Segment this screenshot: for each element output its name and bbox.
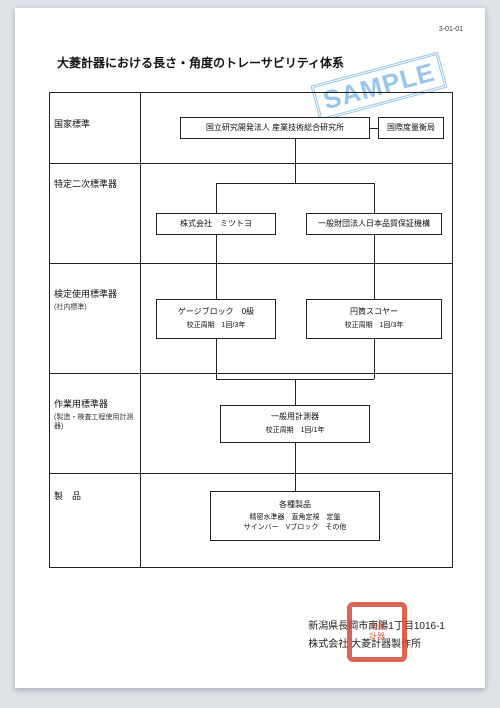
node-subtext: 校正周期 1回/3年 [187, 321, 246, 330]
node-jqa: 一般財団法人日本品質保証機構 [306, 213, 442, 235]
row-label-text: 製 品 [54, 491, 81, 501]
traceability-chart: 国家標準 特定二次標準器 検定使用標準器 (社内標準) 作業用標準器 (製造・検… [49, 92, 453, 568]
seal-text: 大菱 計器 [369, 622, 385, 641]
connector [295, 139, 296, 183]
connector [295, 443, 296, 491]
node-text: 国立研究開発法人 産業技術総合研究所 [206, 123, 344, 134]
node-products: 各種製品 精密水準器 直角定規 定盤 サインバー Vブロック その他 [210, 491, 380, 541]
row-divider [50, 473, 452, 474]
connector [370, 128, 378, 129]
row-sublabel: (製造・検査工程使用計測器) [54, 413, 136, 431]
page-title: 大菱計器における長さ・角度のトレーサビリティ体系 [57, 54, 344, 71]
node-subtext: 校正周期 1回/3年 [345, 321, 404, 330]
node-mitutoyo: 株式会社 ミツトヨ [156, 213, 276, 235]
row-divider [50, 263, 452, 264]
row-label-text: 国家標準 [54, 119, 90, 129]
node-intl-bureau: 国際度量衡局 [378, 117, 444, 139]
document-id: 3-01-01 [439, 26, 463, 33]
connector [216, 183, 374, 184]
connector [374, 235, 375, 299]
row-label: 検定使用標準器 (社内標準) [54, 289, 136, 312]
row-label: 製 品 [54, 491, 136, 503]
row-divider [50, 163, 452, 164]
page: 3-01-01 大菱計器における長さ・角度のトレーサビリティ体系 SAMPLE … [15, 8, 485, 688]
node-text: 一般財団法人日本品質保証機構 [318, 219, 430, 230]
node-text: 国際度量衡局 [387, 123, 435, 134]
node-text: 株式会社 ミツトヨ [180, 219, 252, 230]
node-text: 円筒スコヤー [350, 307, 398, 318]
node-subtext: 精密水準器 直角定規 定盤 サインバー Vブロック その他 [244, 513, 347, 532]
node-national-standard: 国立研究開発法人 産業技術総合研究所 [180, 117, 370, 139]
node-text: 各種製品 [279, 500, 311, 511]
connector [216, 235, 217, 299]
node-text: ゲージブロック 0級 [178, 307, 254, 318]
row-label-text: 特定二次標準器 [54, 179, 117, 189]
node-text: 一般用計測器 [271, 412, 319, 423]
connector [374, 183, 375, 213]
connector [374, 339, 375, 379]
row-label-text: 検定使用標準器 [54, 289, 117, 299]
node-subtext: 校正周期 1回/1年 [266, 426, 325, 435]
node-cyl-square: 円筒スコヤー 校正周期 1回/3年 [306, 299, 442, 339]
row-label: 作業用標準器 (製造・検査工程使用計測器) [54, 399, 136, 431]
label-column-divider [140, 93, 141, 567]
node-working-inst: 一般用計測器 校正周期 1回/1年 [220, 405, 370, 443]
row-label-text: 作業用標準器 [54, 399, 108, 409]
node-gauge-block: ゲージブロック 0級 校正周期 1回/3年 [156, 299, 276, 339]
company-seal: 大菱 計器 [347, 602, 407, 662]
row-sublabel: (社内標準) [54, 303, 136, 312]
connector [216, 183, 217, 213]
row-divider [50, 373, 452, 374]
connector [295, 379, 296, 405]
connector [216, 339, 217, 379]
row-label: 国家標準 [54, 119, 136, 131]
row-label: 特定二次標準器 [54, 179, 136, 191]
